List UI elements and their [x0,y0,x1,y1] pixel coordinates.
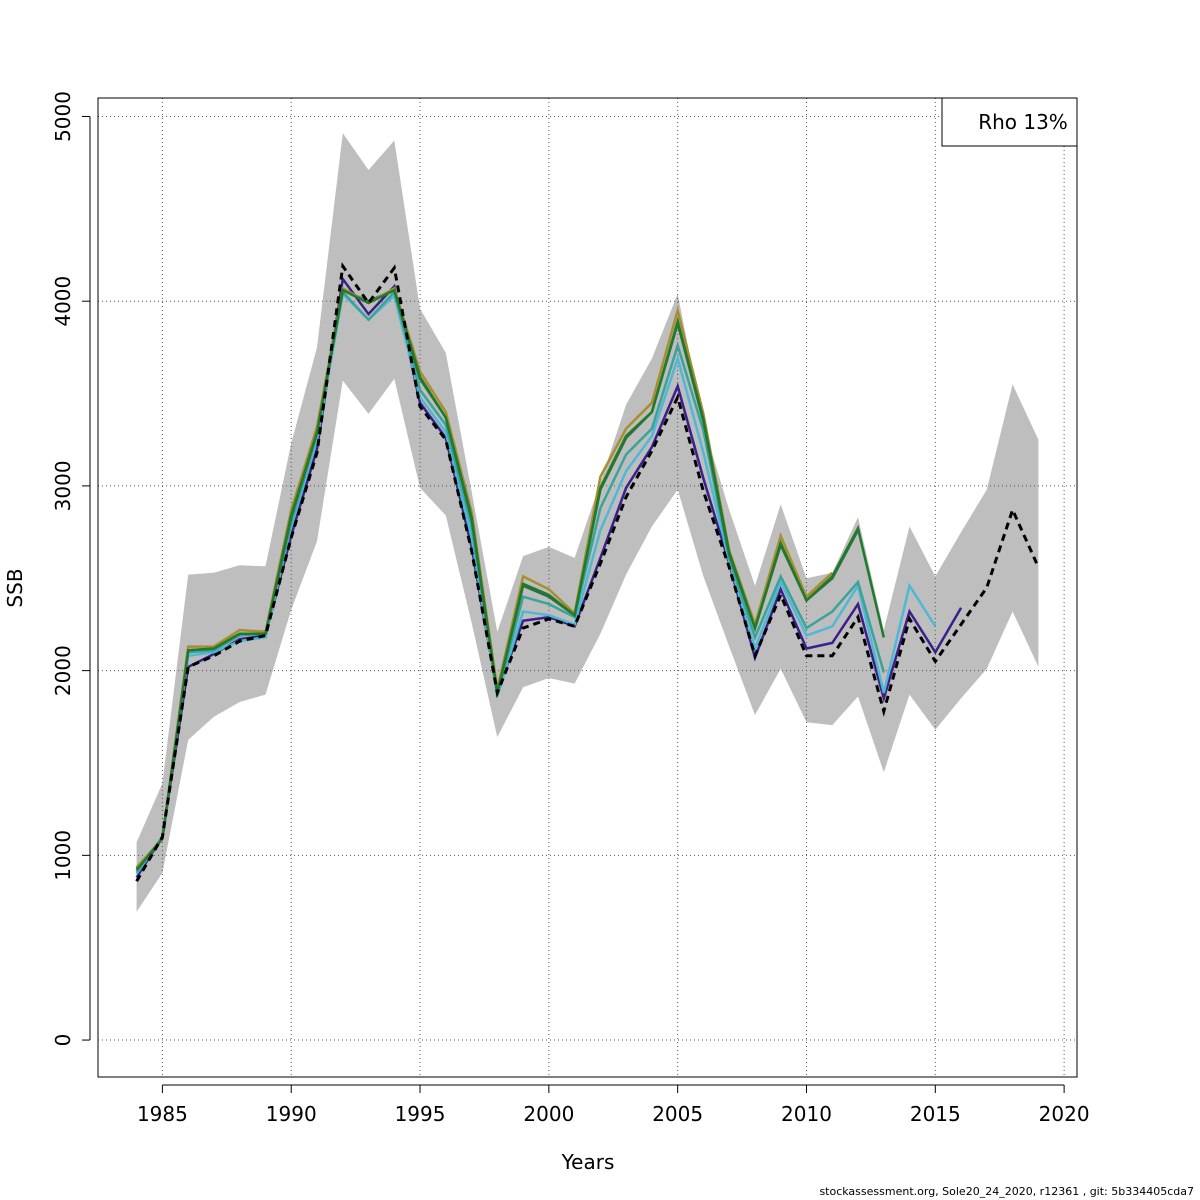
x-axis-label: Years [561,1150,615,1174]
x-tick-label: 2010 [781,1102,832,1126]
series-layer [135,262,1040,882]
y-tick-label: 4000 [51,276,75,327]
x-tick-label: 1995 [395,1102,446,1126]
y-tick-label: 0 [51,1034,75,1047]
y-tick-label: 5000 [51,91,75,142]
y-tick-label: 2000 [51,645,75,696]
x-tick-label: 2005 [652,1102,703,1126]
legend: Rho 13% [941,97,1078,147]
legend-box [941,97,1078,147]
x-tick-label: 2020 [1039,1102,1090,1126]
confidence-band-layer [136,133,1039,912]
x-tick-label: 1990 [266,1102,317,1126]
y-tick-label: 1000 [51,830,75,881]
x-tick-label: 1985 [137,1102,188,1126]
series-line-reference [135,262,1040,882]
confidence-band [136,133,1039,912]
axis-layer: 1985 1990 1995 2000 2005 2010 2015 2020 0 1000 200… [51,91,1090,1126]
x-tick-label: 2000 [523,1102,574,1126]
footer-credit: stockassessment.org, Sole20_24_2020, r12… [819,1185,1194,1198]
y-axis-label: SSB [3,568,27,607]
plot-frame [97,97,1078,1078]
y-tick-label: 3000 [51,460,75,511]
series-line-5 [135,288,886,871]
legend-text: Rho 13% [978,110,1068,134]
x-tick-label: 2015 [910,1102,961,1126]
